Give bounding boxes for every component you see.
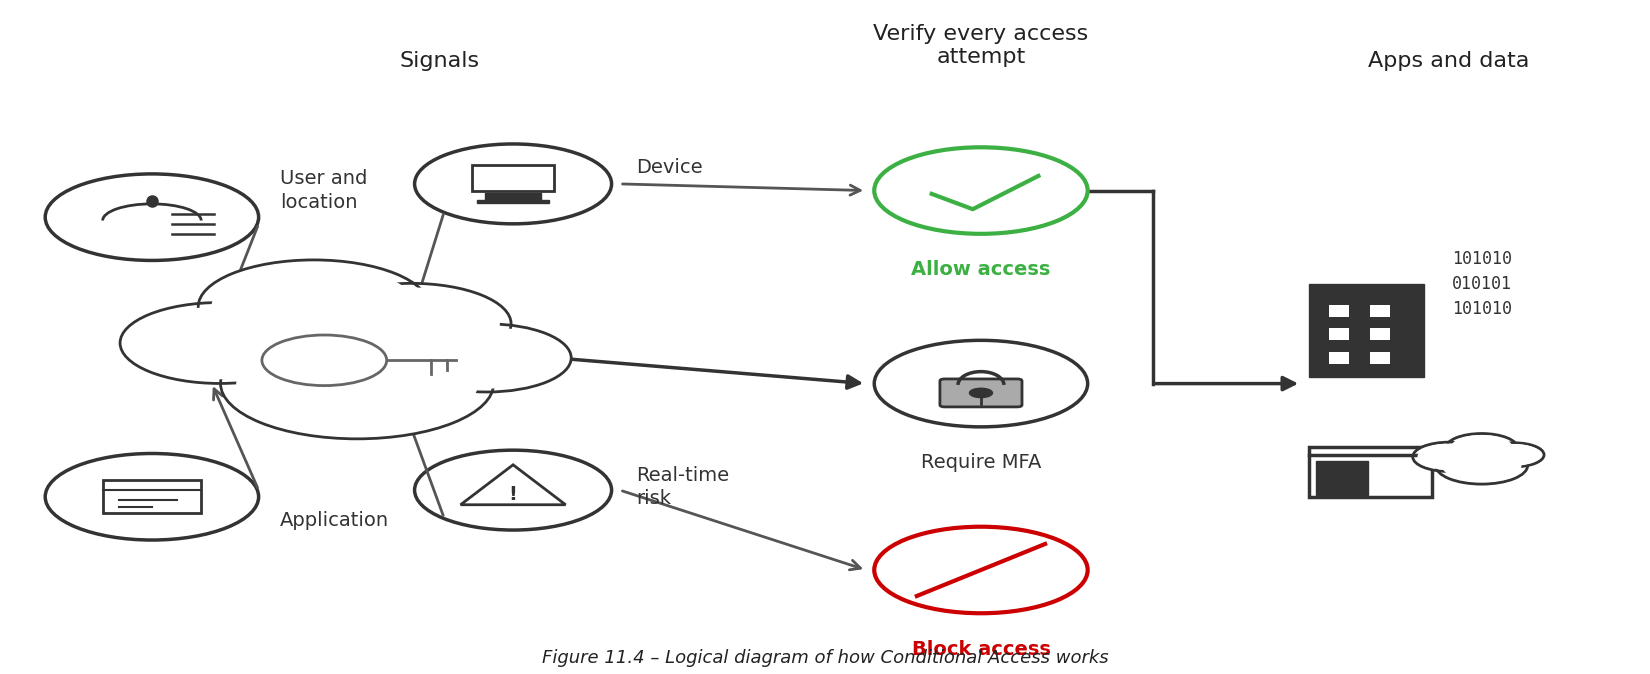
Text: !: ! [508,485,518,503]
Circle shape [120,303,320,384]
Bar [477,200,549,203]
Circle shape [198,260,429,354]
Circle shape [312,283,512,364]
Bar [485,193,541,201]
Bar [1370,305,1389,317]
Circle shape [323,288,500,359]
Circle shape [1450,435,1513,460]
Text: User and
location: User and location [280,169,368,212]
Text: Device: Device [637,158,703,177]
Circle shape [1442,450,1521,481]
Text: Verify every access
attempt: Verify every access attempt [873,24,1089,67]
Circle shape [1436,447,1528,484]
Circle shape [403,324,571,392]
Circle shape [213,266,416,348]
Circle shape [1417,444,1480,469]
Text: Allow access: Allow access [911,260,1051,280]
Bar [1315,462,1368,495]
Text: Signals: Signals [399,51,478,71]
Bar [1370,352,1389,364]
Circle shape [970,388,992,398]
Bar [102,480,201,514]
Circle shape [1412,442,1485,472]
Text: 101010
010101
101010: 101010 010101 101010 [1452,250,1511,317]
Bar [1328,305,1348,317]
Bar [1328,352,1348,364]
Circle shape [412,328,561,388]
Circle shape [221,328,493,439]
Text: Apps and data: Apps and data [1368,51,1530,71]
Text: Figure 11.4 – Logical diagram of how Conditional Access works: Figure 11.4 – Logical diagram of how Con… [541,649,1109,667]
Bar [1370,328,1389,340]
Circle shape [1490,445,1539,465]
Bar [472,165,554,191]
Circle shape [1485,443,1544,467]
Circle shape [238,335,477,432]
Text: Application: Application [280,511,389,530]
Circle shape [132,307,307,379]
FancyBboxPatch shape [940,379,1021,407]
Text: Real-time
risk: Real-time risk [637,466,729,508]
Circle shape [1445,433,1518,463]
Text: Require MFA: Require MFA [921,454,1041,472]
Bar [1328,328,1348,340]
Bar [1310,284,1424,377]
Bar [1310,447,1432,497]
Text: Block access: Block access [911,640,1051,659]
